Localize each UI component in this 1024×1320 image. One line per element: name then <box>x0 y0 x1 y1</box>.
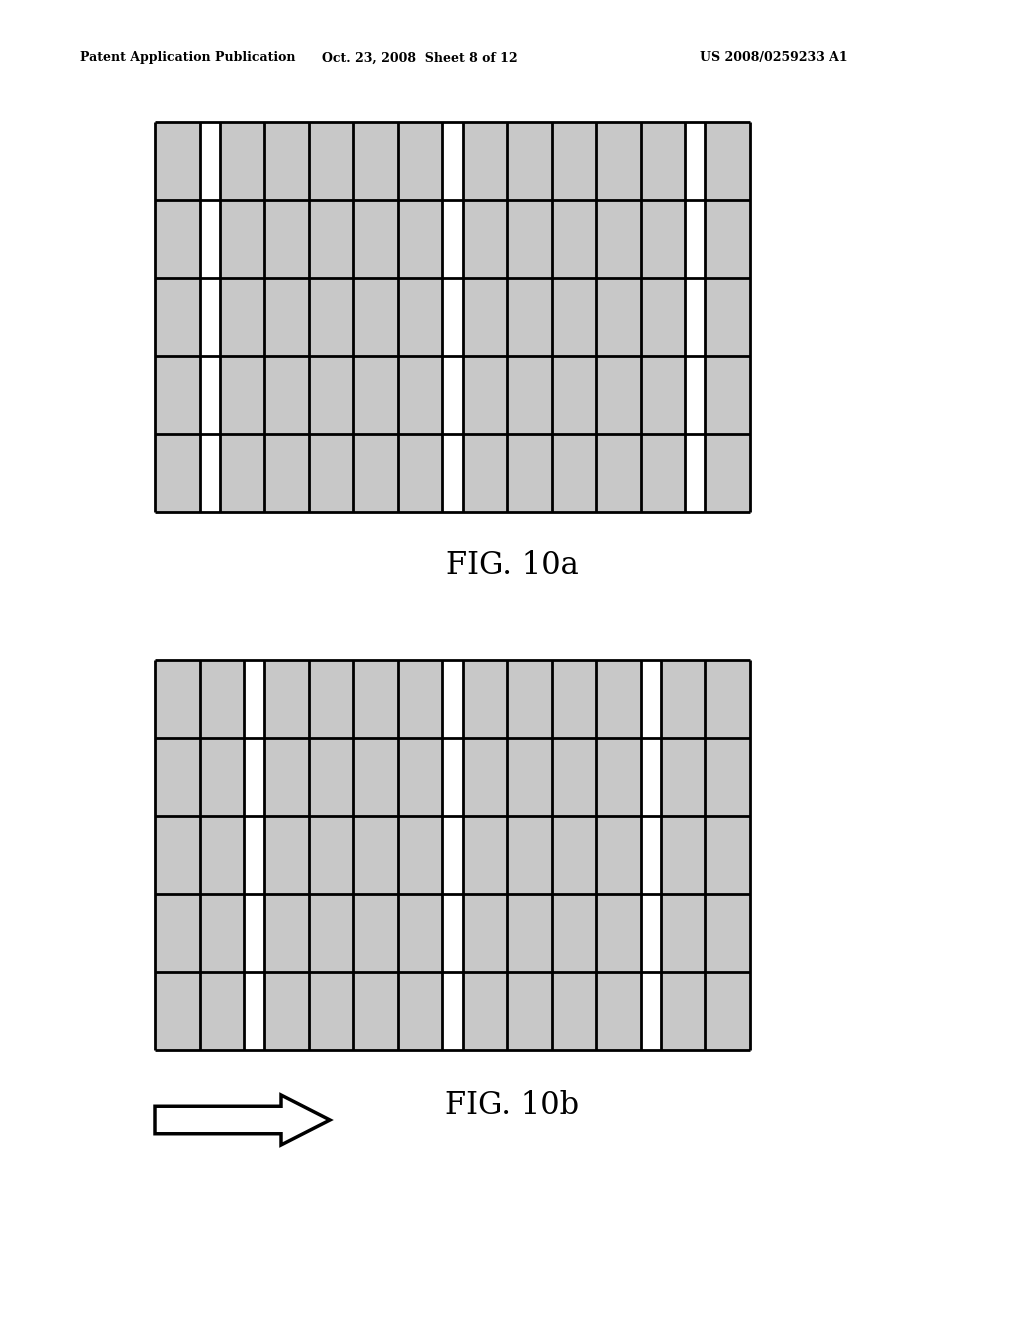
Bar <box>264 121 309 512</box>
Bar <box>706 660 750 1049</box>
Bar <box>200 660 244 1049</box>
Bar <box>155 121 750 512</box>
Bar <box>706 121 750 512</box>
Bar <box>219 121 264 512</box>
Bar <box>309 660 353 1049</box>
Bar <box>309 121 353 512</box>
Text: Patent Application Publication: Patent Application Publication <box>80 51 296 65</box>
Bar <box>353 121 398 512</box>
Text: FIG. 10a: FIG. 10a <box>445 549 579 581</box>
Text: Oct. 23, 2008  Sheet 8 of 12: Oct. 23, 2008 Sheet 8 of 12 <box>323 51 518 65</box>
Bar <box>155 121 200 512</box>
Bar <box>641 121 685 512</box>
FancyArrow shape <box>155 1096 330 1144</box>
Bar <box>353 660 398 1049</box>
Bar <box>552 121 596 512</box>
Bar <box>264 660 309 1049</box>
Bar <box>507 121 552 512</box>
Bar <box>398 121 442 512</box>
Bar <box>463 660 507 1049</box>
Bar <box>155 660 750 1049</box>
Bar <box>596 660 641 1049</box>
Text: US 2008/0259233 A1: US 2008/0259233 A1 <box>700 51 848 65</box>
Bar <box>507 660 552 1049</box>
Text: FIG. 10b: FIG. 10b <box>445 1089 579 1121</box>
Bar <box>660 660 706 1049</box>
Bar <box>463 121 507 512</box>
Bar <box>552 660 596 1049</box>
Bar <box>398 660 442 1049</box>
Bar <box>155 660 200 1049</box>
Bar <box>596 121 641 512</box>
